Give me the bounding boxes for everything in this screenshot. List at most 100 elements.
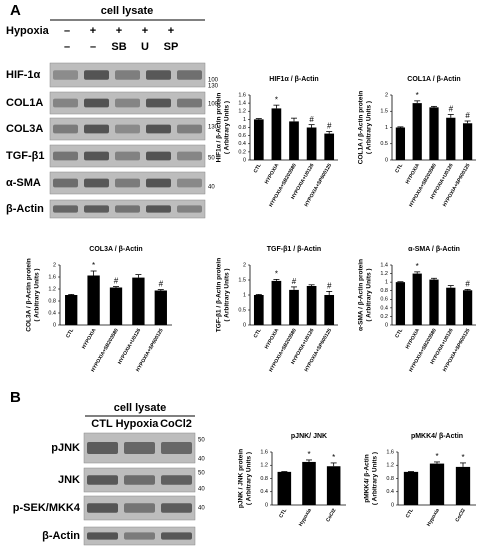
y-tick-label: 1 (385, 280, 388, 286)
bar (455, 466, 471, 505)
y-tick-label: 0 (385, 157, 388, 163)
bar (324, 133, 335, 160)
mw-label: 100 (208, 102, 219, 108)
band (177, 151, 202, 161)
bar (271, 280, 282, 325)
bar (87, 275, 100, 325)
y-tick-label: 1.2 (386, 463, 394, 469)
blot (49, 171, 206, 195)
band (53, 98, 78, 108)
chart-title: pMKK4/ β-Actin (411, 433, 463, 440)
band (161, 442, 192, 454)
significance-marker: # (159, 280, 164, 289)
bar (395, 282, 406, 325)
y-tick-label: 1.6 (260, 449, 268, 455)
blot-label: p-SEK/MKK4 (13, 502, 81, 514)
band (146, 70, 171, 80)
bar (446, 117, 456, 160)
bar (65, 295, 78, 325)
bar (154, 290, 167, 325)
band (87, 475, 118, 485)
bar (306, 286, 317, 325)
y-tick-label: 1.2 (260, 463, 268, 469)
x-tick-label: Hypoxia (298, 507, 313, 527)
significance-marker: # (465, 111, 470, 120)
significance-marker: # (449, 105, 454, 114)
y-tick-label: 0.6 (238, 133, 246, 139)
y-tick-label: 1 (243, 117, 246, 123)
significance-marker: # (327, 282, 332, 291)
x-tick-label: HYPOXIA (264, 162, 281, 185)
mw-label: 130 (208, 84, 219, 90)
bar (446, 287, 456, 325)
y-tick-label: 1.4 (238, 101, 246, 107)
band (177, 98, 202, 108)
x-tick-label: HYPOXIA (81, 327, 98, 350)
y-axis-label: COL3A / β-Actin protein (26, 258, 33, 331)
y-axis-label: pMKK4/ β-Actin (364, 454, 371, 502)
y-tick-label: 2 (53, 262, 56, 268)
significance-marker: # (114, 277, 119, 286)
y-tick-label: 0.5 (380, 141, 388, 147)
y-axis-label: ( Arbitrary Units ) (34, 268, 41, 321)
y-tick-label: 0 (391, 502, 394, 508)
blot-label: HIF-1α (6, 69, 41, 81)
band (115, 124, 140, 134)
y-tick-label: 2 (385, 92, 388, 98)
y-axis-label: α-SMA / β-Actin protein (358, 259, 365, 331)
band (84, 70, 109, 80)
bar (429, 279, 439, 325)
band (124, 532, 155, 540)
mw-label: 40 (208, 185, 215, 191)
y-tick-label: 0.8 (238, 125, 246, 131)
x-tick-label: CTL (394, 163, 404, 174)
blot-label: α-SMA (6, 177, 41, 189)
y-axis-label: TGF-β1 / β-Actin protein (216, 258, 223, 332)
y-tick-label: 0.8 (386, 476, 394, 482)
y-tick-label: 0 (265, 502, 268, 508)
y-tick-label: 1.6 (386, 449, 394, 455)
y-tick-label: 2 (243, 262, 246, 268)
band (115, 178, 140, 188)
y-tick-label: 0.4 (238, 141, 246, 147)
lane-label: + (116, 25, 122, 37)
blot-label: JNK (58, 474, 80, 486)
lane-label: SP (164, 41, 179, 53)
bar (132, 277, 145, 325)
lane-label: + (90, 25, 96, 37)
band (161, 475, 192, 485)
mw-label: 40 (198, 487, 205, 493)
blot-label: COL3A (6, 123, 43, 135)
band (146, 205, 171, 213)
band (84, 98, 109, 108)
significance-marker: * (461, 453, 464, 462)
x-tick-label: HYPOXIA (405, 327, 422, 350)
x-tick-label: CTL (65, 328, 75, 339)
blot-label: β-Actin (6, 203, 44, 215)
blot (49, 144, 206, 168)
blot-header: cell lysate (114, 402, 167, 414)
lane-label: – (90, 41, 96, 53)
blot (49, 117, 206, 141)
bar (429, 107, 439, 160)
blot (83, 526, 196, 546)
bar (253, 119, 264, 160)
x-tick-label: CTL (405, 508, 415, 519)
band (115, 70, 140, 80)
bar (289, 289, 299, 325)
mw-label: 40 (198, 457, 205, 463)
y-tick-label: 1.5 (380, 109, 388, 115)
y-tick-label: 1.4 (380, 262, 388, 268)
band (146, 151, 171, 161)
lane-label: U (141, 41, 149, 53)
y-tick-label: 0.4 (48, 310, 56, 316)
lane-label: – (64, 25, 70, 37)
band (53, 70, 78, 80)
significance-marker: * (92, 261, 95, 270)
chart-title: pJNK/ JNK (291, 433, 327, 440)
bar (253, 295, 264, 325)
x-tick-label: HYPOXIA (264, 327, 281, 350)
y-tick-label: 1.2 (48, 286, 56, 292)
x-tick-label: HYPOXIA (405, 162, 422, 185)
mw-label: 50 (198, 438, 205, 444)
